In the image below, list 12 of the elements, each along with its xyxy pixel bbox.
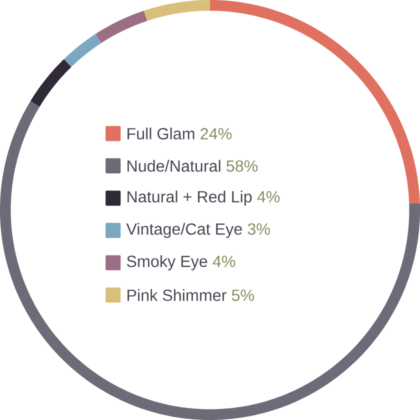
- legend-label: Pink Shimmer: [128, 289, 226, 301]
- data-label: 24%: [200, 128, 232, 140]
- data-label: 3%: [248, 223, 270, 235]
- data-label: 58%: [226, 160, 258, 172]
- data-label: 5%: [232, 290, 254, 301]
- legend-label: Nude/Natural: [128, 160, 220, 172]
- legend-label: Vintage/Cat Eye: [126, 222, 242, 238]
- data-label: 4%: [212, 256, 236, 268]
- legend-label: Smoky Eye: [126, 255, 208, 270]
- legend-label: Natural + Red Lip: [128, 190, 252, 206]
- data-label: 4%: [257, 191, 280, 202]
- legend-label: Full Glam: [128, 128, 194, 140]
